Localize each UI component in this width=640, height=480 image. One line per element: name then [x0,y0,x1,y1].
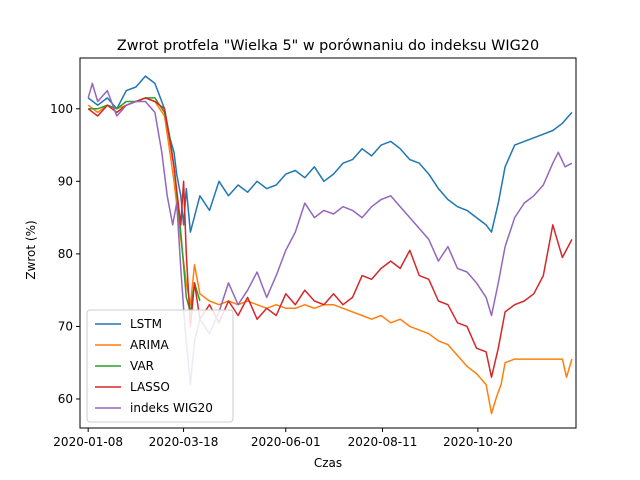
legend-label: LSTM [130,317,162,331]
y-axis-label: Zwrot (%) [24,220,38,279]
plot-frame [79,57,577,429]
x-tick-label: 2020-01-08 [53,435,123,449]
axes-group: 2020-01-08 2020-03-18 2020-06-01 2020-08-11… [50,57,577,449]
legend-label: LASSO [130,380,170,394]
plot-series-group [87,75,573,415]
chart-title: Zwrot protfela "Wielka 5" w porównaniu d… [117,38,539,54]
x-axis-label: Czas [314,456,342,470]
series-line-3 [87,97,573,378]
series-line-4 [87,82,573,386]
y-tick-label: 60 [58,392,73,406]
legend-box [86,309,234,423]
y-tick-label: 100 [50,102,73,116]
x-tick-label: 2020-08-11 [348,435,418,449]
x-tick-label: 2020-10-20 [443,435,513,449]
y-tick-label: 80 [58,247,73,261]
series-line-1 [87,97,573,415]
legend-label: indeks WIG20 [130,401,213,415]
legend: LSTM ARIMA VAR LASSO indeks WIG20 [86,309,234,423]
y-tick-label: 90 [58,174,73,188]
x-tick-label: 2020-06-01 [251,435,321,449]
x-tick-label: 2020-03-18 [149,435,219,449]
legend-label: VAR [130,359,154,373]
y-tick-label: 70 [58,319,73,333]
legend-label: ARIMA [130,338,169,352]
